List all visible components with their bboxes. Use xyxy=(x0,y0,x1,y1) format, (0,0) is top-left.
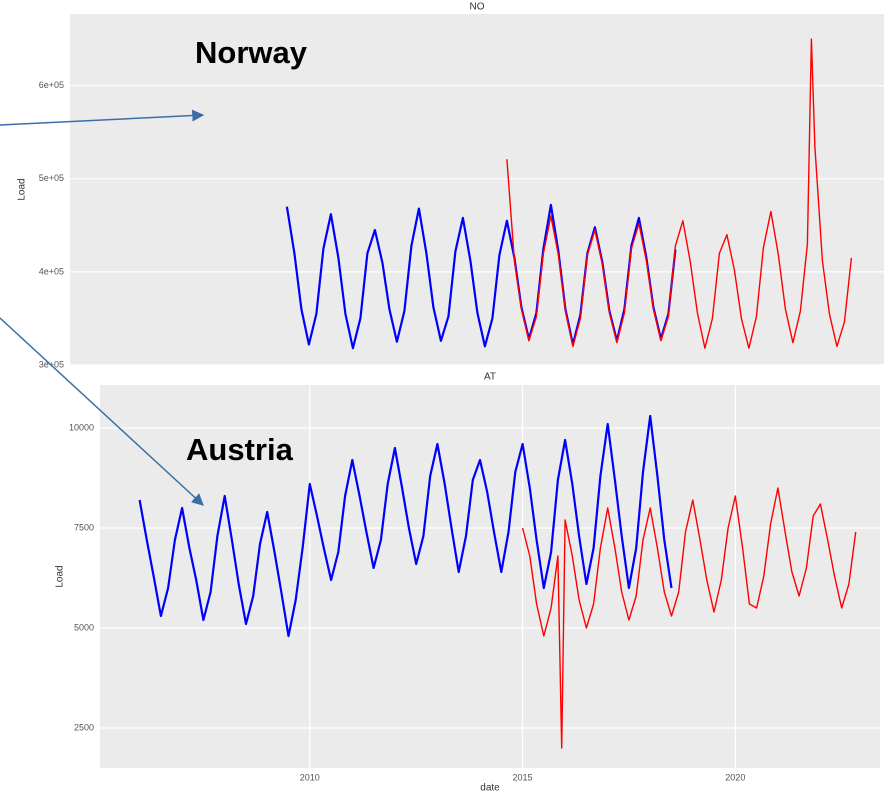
chart-title: NO xyxy=(470,2,485,13)
y-axis-label: Load xyxy=(55,565,66,587)
arrow xyxy=(0,109,205,126)
annotation: Austria xyxy=(186,432,294,467)
series-line xyxy=(506,38,853,349)
y-tick-label: 6e+05 xyxy=(39,80,64,90)
y-tick-label: 5e+05 xyxy=(39,173,64,183)
y-tick-label: 5000 xyxy=(74,622,94,632)
x-axis-label: date xyxy=(480,783,500,794)
arrow xyxy=(0,317,204,506)
annotation: Norway xyxy=(195,35,308,70)
panel-background xyxy=(100,385,880,768)
y-tick-label: 7500 xyxy=(74,522,94,532)
y-tick-label: 10000 xyxy=(69,422,94,432)
y-axis-label: Load xyxy=(17,178,28,200)
x-tick-label: 2010 xyxy=(300,772,320,782)
panel-at: 2500 5000 7500 10000 2010 2015 2020 AT date Load xyxy=(55,372,880,794)
series-line xyxy=(521,487,857,749)
plot-area xyxy=(100,385,880,768)
x-tick-label: 2015 xyxy=(513,772,533,782)
annotation-arrows xyxy=(0,109,205,506)
y-tick-label: 2500 xyxy=(74,722,94,732)
series-line xyxy=(138,414,673,638)
chart-title: AT xyxy=(484,372,496,383)
y-tick-label: 4e+05 xyxy=(39,266,64,276)
plot-area xyxy=(70,38,884,366)
x-tick-label: 2020 xyxy=(725,772,745,782)
